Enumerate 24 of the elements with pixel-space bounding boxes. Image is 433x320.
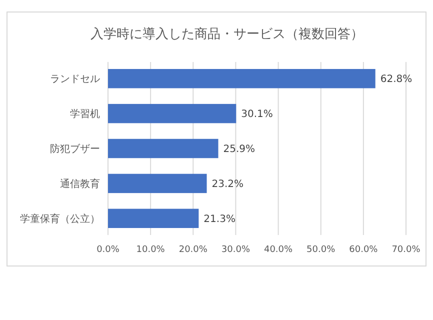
data-label: 62.8% (380, 74, 412, 86)
x-tick-label: 40.0% (264, 245, 294, 255)
x-tick-label: 10.0% (136, 245, 166, 255)
y-tick-label: 学習机 (70, 108, 100, 120)
y-tick-label: 防犯ブザー (50, 143, 100, 155)
bar (108, 104, 236, 124)
y-tick-label: ランドセル (50, 74, 100, 86)
bar (108, 138, 218, 158)
y-tick-label: 学童保育（公立） (20, 212, 100, 225)
bar (108, 68, 376, 88)
data-label: 30.1% (241, 109, 273, 120)
data-label: 21.3% (204, 214, 236, 225)
x-tick-label: 0.0% (96, 245, 120, 255)
x-tick-label: 60.0% (349, 245, 378, 255)
data-label: 25.9% (223, 144, 256, 155)
x-tick-label: 30.0% (221, 245, 250, 255)
chart-title: 入学時に導入した商品・サービス（複数回答） (90, 27, 364, 42)
bar (108, 174, 207, 194)
x-tick-label: 50.0% (306, 245, 336, 255)
bar (108, 208, 199, 228)
x-tick-label: 20.0% (178, 245, 208, 255)
x-tick-label: 70.0% (392, 245, 421, 255)
data-label: 23.2% (212, 178, 244, 190)
y-tick-label: 通信教育 (60, 178, 100, 190)
